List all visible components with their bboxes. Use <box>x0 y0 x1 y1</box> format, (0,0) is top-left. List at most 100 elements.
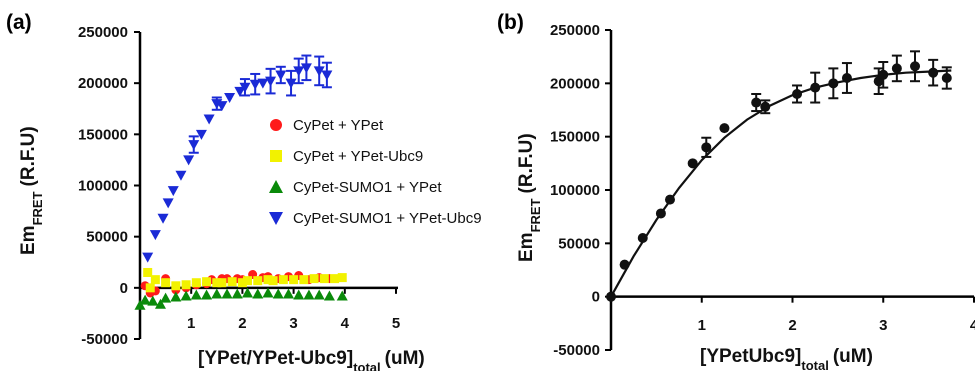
data-point <box>237 278 247 288</box>
data-point <box>751 97 762 108</box>
data-point <box>161 278 171 288</box>
data-point <box>180 290 192 301</box>
legend-marker <box>269 180 283 193</box>
data-point <box>234 86 246 97</box>
data-point <box>293 289 305 300</box>
data-point <box>300 63 312 74</box>
data-point-group <box>941 66 952 90</box>
panel-a-x-tick-label: 3 <box>289 315 297 332</box>
data-point <box>239 82 251 93</box>
panel-b-y-tick-label: -50000 <box>553 342 600 359</box>
data-point <box>160 292 172 303</box>
data-point <box>760 101 771 112</box>
panel-b-fit-curve <box>610 69 952 298</box>
panel-a-legend: CyPet + YPet CyPet + YPet-Ubc9 CyPet-SUMO1… <box>269 117 482 227</box>
data-point <box>841 73 852 83</box>
panel-b-x-tick-label: 3 <box>879 317 887 334</box>
panel-a-y-axis-label: EmFRET(R.F.U) <box>18 126 45 255</box>
data-point <box>157 213 169 224</box>
legend-label: CyPet-SUMO1 + YPet <box>293 179 442 196</box>
data-point <box>941 73 952 83</box>
data-point <box>282 288 294 299</box>
data-point <box>323 290 335 301</box>
legend-label: CyPet-SUMO1 + YPet-Ubc9 <box>293 210 482 227</box>
data-point <box>810 82 821 93</box>
panel-a-x-axis-label: [YPet/YPet-Ubc9]total (uM) <box>198 348 425 371</box>
data-point <box>170 291 182 302</box>
data-point <box>293 66 305 77</box>
data-point <box>162 198 174 209</box>
panel-a-y-tick-label: 200000 <box>78 75 128 92</box>
panel-a-x-tick-label: 2 <box>238 315 246 332</box>
data-point-group <box>910 50 921 83</box>
data-point <box>154 298 166 309</box>
data-point <box>828 78 839 89</box>
data-point-group <box>792 84 803 104</box>
panel-a-y-tick-label: 100000 <box>78 178 128 195</box>
data-point <box>171 281 181 291</box>
data-point <box>321 70 333 81</box>
data-point-group <box>655 208 666 219</box>
panel-b-y-ticks: 250000 200000 150000 100000 50000 0 -50000 <box>550 22 611 359</box>
data-point <box>143 267 153 277</box>
data-point <box>221 288 233 299</box>
data-point <box>150 275 160 285</box>
panel-b-y-tick-label: 50000 <box>558 235 600 252</box>
data-point <box>253 276 263 286</box>
data-point <box>928 67 939 78</box>
panel-b-x-tick-label: 2 <box>788 317 796 334</box>
panel-b-y-tick-label: 150000 <box>550 129 600 146</box>
data-point <box>167 186 179 197</box>
data-point-group <box>701 136 712 158</box>
data-point <box>211 288 223 299</box>
data-point <box>195 129 207 140</box>
data-point <box>257 78 269 89</box>
data-point <box>190 289 202 300</box>
data-point-group <box>828 67 839 100</box>
legend-marker <box>269 212 283 225</box>
data-point <box>216 101 228 112</box>
panel-b-y-tick-label: 0 <box>592 289 600 306</box>
legend-label: CyPet + YPet-Ubc9 <box>293 148 423 165</box>
data-point <box>606 291 616 302</box>
data-point <box>263 275 273 285</box>
data-point <box>278 275 288 285</box>
data-point <box>243 276 253 286</box>
data-point <box>275 70 287 81</box>
panel-b-x-axis-label: [YPetUbc9]total (uM) <box>700 346 873 371</box>
data-point <box>319 274 329 284</box>
data-point <box>268 276 278 286</box>
data-point <box>891 63 902 74</box>
data-point <box>147 295 159 306</box>
data-point <box>655 208 666 219</box>
panel-a-letter: (a) <box>6 11 32 34</box>
data-point-group <box>928 58 939 87</box>
data-point-group <box>751 93 762 113</box>
data-point <box>145 283 155 293</box>
panel-a-data-points <box>134 54 348 310</box>
panel-b-letter: (b) <box>497 11 524 34</box>
data-point <box>227 277 237 287</box>
data-point <box>289 275 299 285</box>
data-point <box>175 170 187 181</box>
data-point-group <box>719 123 730 134</box>
data-point <box>262 287 274 298</box>
data-point <box>265 76 277 87</box>
data-point <box>336 290 348 301</box>
panel-b-data-points <box>606 50 952 302</box>
panel-a-x-tick-label: 1 <box>187 315 195 332</box>
data-point <box>337 273 347 283</box>
panel-b-x-tick-label: 4 <box>970 317 975 334</box>
legend-marker <box>270 119 282 131</box>
panel-a: (a) EmFRET(R.F.U) [YPet/YPet-Ubc9]total(… <box>6 11 482 375</box>
data-point <box>249 79 261 90</box>
data-point <box>664 194 675 205</box>
data-point-group <box>619 259 630 270</box>
data-point <box>272 288 284 299</box>
data-point <box>188 140 200 151</box>
data-point <box>203 114 215 125</box>
data-point <box>149 230 161 241</box>
data-point <box>701 142 712 153</box>
data-point-group <box>760 99 771 115</box>
